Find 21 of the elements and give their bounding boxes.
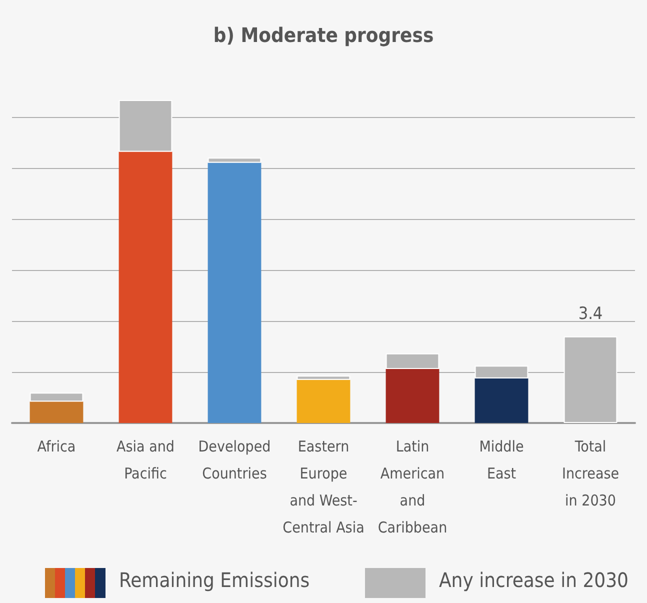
- data-label: 3.4: [578, 304, 603, 324]
- bar: [296, 380, 350, 423]
- bar: [296, 376, 350, 380]
- x-tick-label: Asia and Pacific: [116, 438, 174, 482]
- legend-label: Remaining Emissions: [119, 568, 310, 592]
- x-tick-label: Total Increase in 2030: [562, 438, 620, 510]
- x-tick-label: Africa: [37, 438, 76, 456]
- x-tick-label: Middle East: [479, 438, 524, 482]
- bar: [208, 162, 262, 423]
- bar: [208, 158, 262, 163]
- legend-label: Any increase in 2030: [439, 568, 628, 592]
- bar: [30, 392, 84, 402]
- bar: [118, 152, 172, 423]
- bar: [474, 378, 528, 423]
- x-tick-label: Latin American and Caribbean: [378, 438, 448, 536]
- x-tick-label: Eastern Europe and West- Central Asia: [282, 438, 364, 536]
- x-tick-label: Developed Countries: [198, 438, 271, 482]
- bar: [30, 402, 84, 423]
- chart-title: b) Moderate progress: [213, 23, 434, 47]
- bar: [386, 353, 440, 369]
- bar: [386, 368, 440, 423]
